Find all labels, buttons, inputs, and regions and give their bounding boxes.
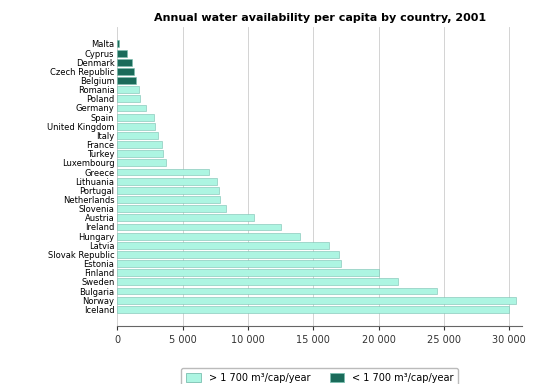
Bar bbox=[117, 59, 132, 66]
Bar bbox=[117, 114, 154, 121]
Bar bbox=[117, 251, 340, 258]
Bar bbox=[117, 233, 300, 240]
Bar bbox=[117, 260, 341, 267]
Bar bbox=[117, 104, 146, 111]
Bar bbox=[117, 159, 166, 166]
Bar bbox=[117, 141, 161, 148]
Bar bbox=[117, 306, 509, 313]
Bar bbox=[117, 205, 225, 212]
Bar bbox=[117, 278, 398, 285]
Bar bbox=[117, 68, 134, 75]
Bar bbox=[117, 187, 219, 194]
Bar bbox=[117, 77, 136, 84]
Title: Annual water availability per capita by country, 2001: Annual water availability per capita by … bbox=[154, 13, 486, 23]
Bar bbox=[117, 95, 140, 102]
Bar bbox=[117, 297, 516, 304]
Bar bbox=[117, 269, 378, 276]
Bar bbox=[117, 242, 329, 249]
Bar bbox=[117, 196, 221, 203]
Bar bbox=[117, 123, 155, 130]
Bar bbox=[117, 150, 163, 157]
Bar bbox=[117, 132, 158, 139]
Bar bbox=[117, 169, 209, 175]
Bar bbox=[117, 288, 438, 295]
Bar bbox=[117, 178, 216, 185]
Bar bbox=[117, 86, 140, 93]
Bar bbox=[117, 50, 127, 56]
Legend: > 1 700 m³/cap/year, < 1 700 m³/cap/year: > 1 700 m³/cap/year, < 1 700 m³/cap/year bbox=[181, 368, 458, 384]
Bar bbox=[117, 40, 119, 47]
Bar bbox=[117, 214, 254, 221]
Bar bbox=[117, 223, 280, 230]
